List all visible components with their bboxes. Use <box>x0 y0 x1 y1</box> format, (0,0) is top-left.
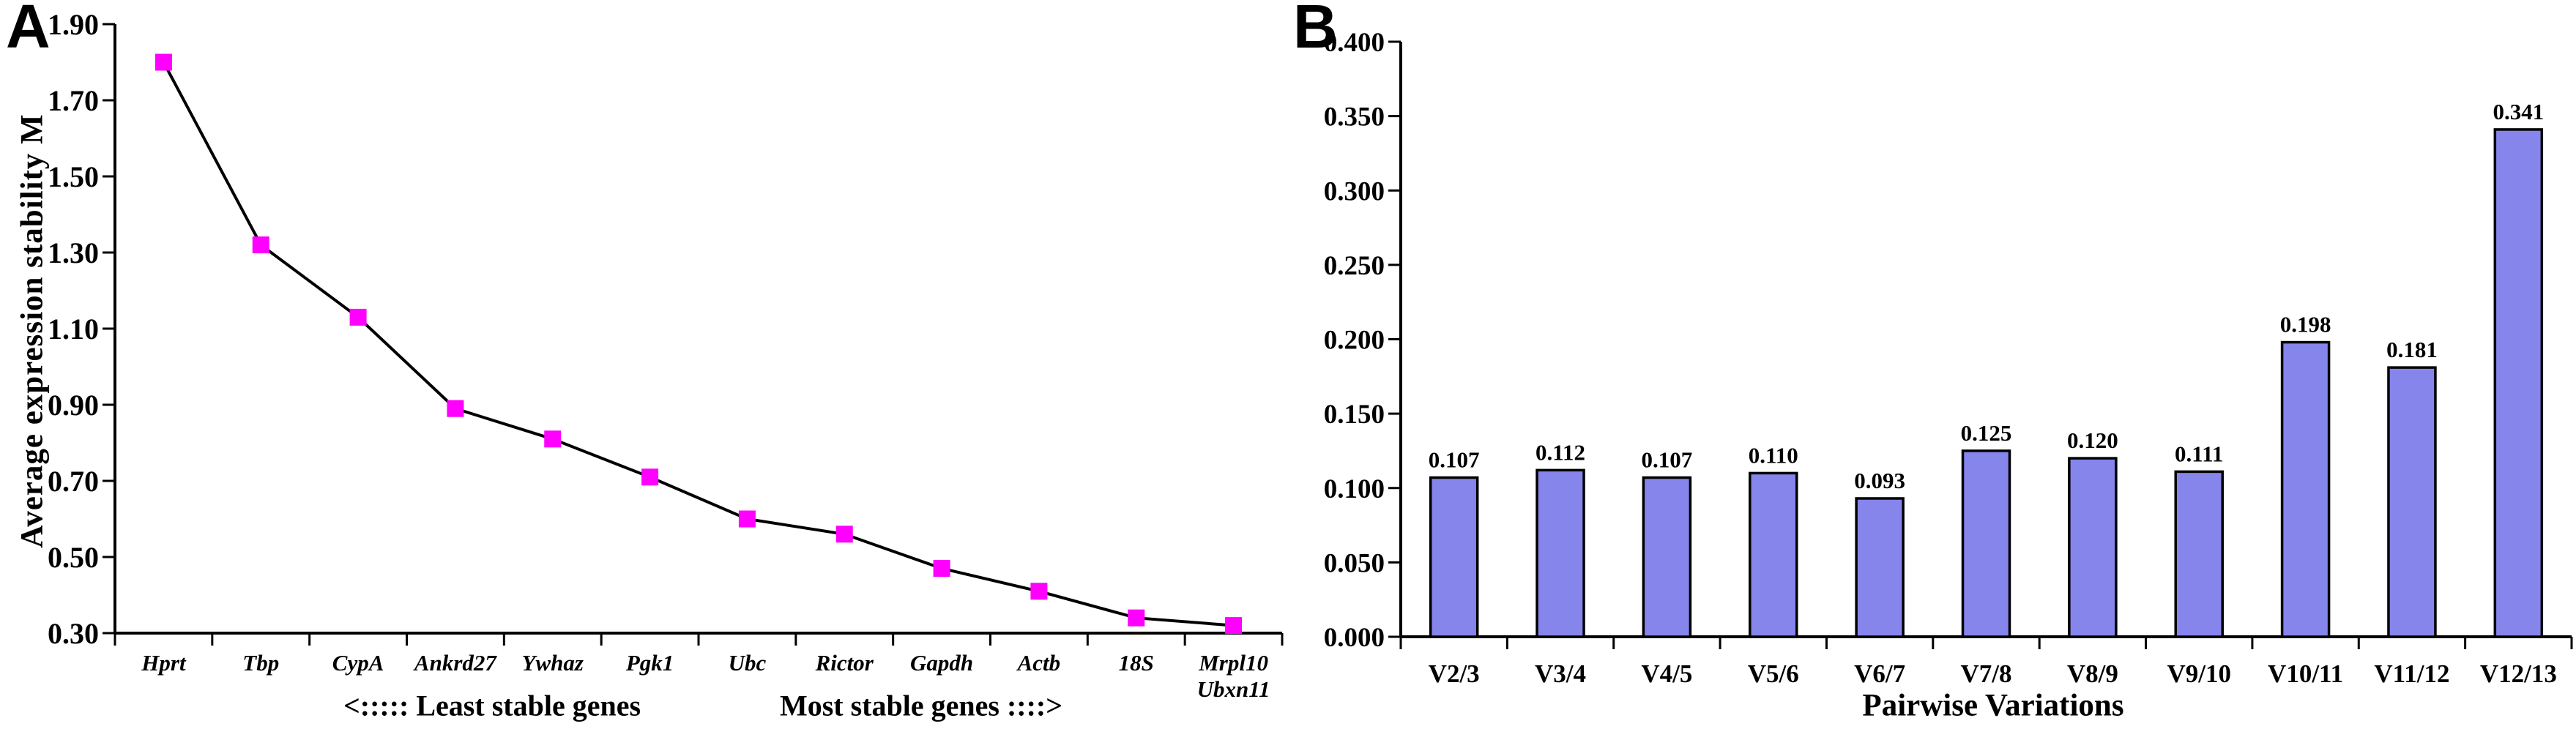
bar-value-label: 0.125 <box>1961 420 2012 446</box>
y-tick-label-a: 0.70 <box>48 465 99 498</box>
pairwise-variation-bar <box>2387 366 2437 638</box>
y-tick-label-a: 1.50 <box>48 160 99 193</box>
panel-b-pairwise-variation-chart: B 0.400 0.350 0.300 0.250 0.200 0.150 0.100 0.0… <box>1289 0 2576 729</box>
pairwise-variation-bar-chart: 0.400 0.350 0.300 0.250 0.200 0.150 0.100 0.050… <box>1324 28 2573 688</box>
gene-category-label: CypA <box>332 650 384 676</box>
variation-category-label: V5/6 <box>1748 659 1799 688</box>
pairwise-variation-bar <box>2068 457 2118 638</box>
data-point-marker <box>252 236 269 254</box>
y-tick-label-b: 0.000 <box>1324 623 1385 653</box>
data-point-marker <box>544 430 562 448</box>
y-tick-label-a: 1.70 <box>48 84 99 117</box>
y-tick-label-b: 0.350 <box>1324 102 1385 132</box>
data-point-marker <box>641 468 659 486</box>
caption-most-stable-genes: Most stable genes ::::> <box>779 689 1063 722</box>
y-tick-label-b: 0.050 <box>1324 548 1385 578</box>
bar-value-label: 0.120 <box>2067 427 2118 453</box>
y-tick-label-b: 0.200 <box>1324 326 1385 356</box>
data-point-marker <box>447 400 464 417</box>
data-point-marker <box>1030 583 1048 600</box>
gene-category-label: Gapdh <box>910 650 973 676</box>
y-tick-label-a: 1.30 <box>48 236 99 269</box>
caption-least-stable-genes: <::::: Least stable genes <box>343 689 641 722</box>
bar-value-label: 0.111 <box>2175 441 2223 466</box>
gene-category-label: Rictor <box>815 650 874 676</box>
variation-category-label: V2/3 <box>1429 659 1480 688</box>
gene-category-label: Ubxn11 <box>1197 676 1270 702</box>
x-axis-title-b: Pairwise Variations <box>1862 688 2124 723</box>
pairwise-variation-bar <box>1429 476 1479 638</box>
stability-line <box>162 61 1234 627</box>
variation-category-label: V12/13 <box>2480 659 2557 688</box>
y-tick-label-b: 0.150 <box>1324 400 1385 430</box>
gene-category-label: Ankrd27 <box>413 650 497 676</box>
variation-category-label: V3/4 <box>1535 659 1586 688</box>
data-point-marker <box>738 510 756 528</box>
pairwise-variation-bar <box>2280 340 2331 638</box>
y-tick-label-a: 1.90 <box>48 8 99 41</box>
variation-category-label: V10/11 <box>2268 659 2343 688</box>
variation-category-label: V6/7 <box>1854 659 1905 688</box>
y-tick-label-a: 0.30 <box>48 617 99 650</box>
pairwise-variation-bar <box>1749 471 1798 638</box>
pairwise-variation-bar <box>2174 470 2224 638</box>
variation-category-label: V4/5 <box>1641 659 1692 688</box>
bar-value-label: 0.107 <box>1642 447 1693 473</box>
y-tick-label-b: 0.250 <box>1324 251 1385 281</box>
variation-category-label: V8/9 <box>2067 659 2118 688</box>
pairwise-variation-bar <box>1961 449 2011 638</box>
data-point-marker <box>349 308 367 326</box>
bar-value-label: 0.341 <box>2493 99 2544 124</box>
bar-value-label: 0.198 <box>2280 312 2331 337</box>
gene-category-label: Ubc <box>729 650 767 676</box>
variation-category-label: V11/12 <box>2374 659 2449 688</box>
data-point-marker <box>933 560 950 577</box>
variation-category-label: V7/8 <box>1961 659 2012 688</box>
gene-category-label: Mrpl10 <box>1198 650 1268 676</box>
variation-category-label: V9/10 <box>2167 659 2231 688</box>
panel-a-stability-chart: A Average expression stability M 1.90 1.7… <box>6 0 1284 722</box>
pairwise-variation-bar <box>2493 128 2544 638</box>
y-tick-label-a: 1.10 <box>48 313 99 345</box>
gene-category-label: Pgk1 <box>625 650 674 676</box>
y-tick-label-a: 0.50 <box>48 541 99 574</box>
stability-line-chart: 1.90 1.70 1.50 1.30 1.10 0.90 0.70 0.50 0.30 Hprt… <box>48 8 1284 702</box>
bar-value-label: 0.107 <box>1429 447 1480 473</box>
y-tick-label-a: 0.90 <box>48 389 99 422</box>
data-point-marker <box>155 53 172 71</box>
gene-category-label: 18S <box>1119 650 1154 676</box>
y-tick-label-b: 0.300 <box>1324 176 1385 206</box>
y-tick-label-b: 0.400 <box>1324 28 1385 58</box>
data-point-marker <box>1128 609 1145 627</box>
bar-value-label: 0.112 <box>1535 439 1585 465</box>
gene-category-label: Actb <box>1016 650 1061 676</box>
pairwise-variation-bar <box>1535 468 1585 638</box>
pairwise-variation-bar <box>1855 497 1905 638</box>
panel-a-letter: A <box>6 0 51 61</box>
gene-category-label: Tbp <box>242 650 279 676</box>
panel-b-letter: B <box>1293 0 1338 61</box>
bar-value-label: 0.181 <box>2386 337 2438 362</box>
gene-category-label: Hprt <box>141 650 187 676</box>
gene-category-label: Ywhaz <box>522 650 584 676</box>
y-tick-label-b: 0.100 <box>1324 474 1385 504</box>
pairwise-variation-bar <box>1642 476 1692 638</box>
bar-value-label: 0.093 <box>1854 468 1905 493</box>
data-point-marker <box>1225 617 1243 635</box>
data-point-marker <box>835 526 853 543</box>
bar-value-label: 0.110 <box>1749 442 1798 468</box>
